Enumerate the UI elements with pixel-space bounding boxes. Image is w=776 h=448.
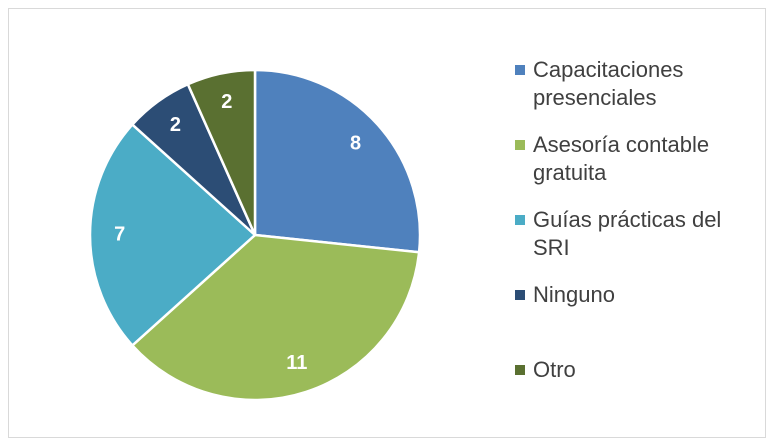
legend-item: Guías prácticas del SRI: [515, 206, 765, 281]
legend-label: Capacitaciones presenciales: [533, 57, 684, 110]
legend-swatch: [515, 290, 525, 300]
pie-slice: [253, 68, 422, 254]
value-label: 2: [170, 114, 181, 136]
value-label: 2: [221, 91, 232, 113]
legend-swatch: [515, 215, 525, 225]
legend-label: Asesoría contable gratuita: [533, 132, 710, 185]
pie-slice: [88, 122, 257, 348]
legend-item: Otro: [515, 356, 765, 431]
value-label: 8: [350, 133, 361, 155]
legend-label: Guías prácticas del SRI: [533, 207, 722, 260]
legend-swatch: [515, 140, 525, 150]
pie-slice: [130, 233, 421, 402]
legend-label: Ninguno: [533, 282, 615, 307]
value-label: 11: [286, 352, 307, 374]
value-label: 7: [114, 223, 125, 245]
chart-frame: [8, 8, 766, 438]
legend-swatch: [515, 365, 525, 375]
legend-item: Asesoría contable gratuita: [515, 131, 765, 206]
legend-swatch: [515, 65, 525, 75]
legend-label: Otro: [533, 357, 576, 382]
legend-item: Ninguno: [515, 281, 765, 356]
legend-item: Capacitaciones presenciales: [515, 56, 765, 131]
pie-slice: [186, 68, 257, 236]
legend: Capacitaciones presenciales Asesoría cont…: [515, 56, 765, 431]
